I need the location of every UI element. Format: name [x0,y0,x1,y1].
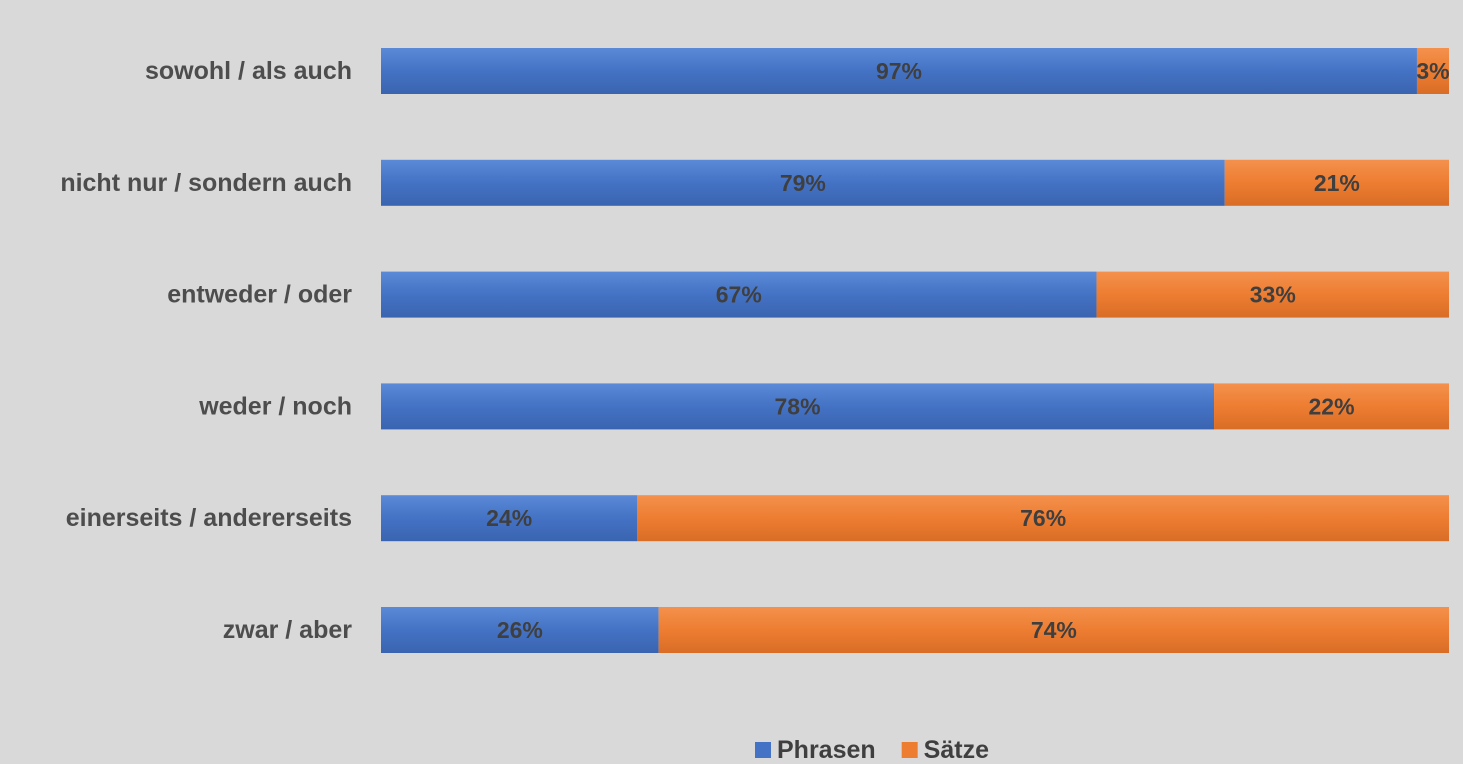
data-label: 22% [1308,393,1354,419]
legend-label: Phrasen [777,736,876,764]
bar-segment-s-tze [658,607,1449,653]
category-label: weder / noch [198,392,352,420]
data-label: 97% [876,58,922,84]
legend-swatch [755,742,771,758]
data-label: 76% [1020,505,1066,531]
bars-area: 97% 3% 79% 21% 67% 33% 78% 22% 24% 76% 26% 74% [381,48,1450,653]
data-label: 3% [1416,58,1449,84]
data-label: 33% [1250,282,1296,308]
bar-segment-s-tze [1214,383,1449,430]
bar-segment-phrasen [381,271,1097,318]
legend-swatch [901,742,918,758]
category-label: entweder / oder [167,281,352,309]
bar-segment-phrasen [381,607,659,653]
data-label: 78% [774,393,820,419]
bar-segment-s-tze [1096,271,1449,318]
bar-segment-phrasen [381,159,1225,206]
bar-segment-s-tze [1224,159,1449,206]
bar-segment-s-tze [637,495,1449,542]
category-label: einerseits / andererseits [66,504,352,532]
category-label: zwar / aber [223,616,352,644]
data-label: 26% [497,617,543,643]
data-label: 24% [486,505,532,531]
data-label: 21% [1314,170,1360,196]
legend: Phrasen Sätze [755,736,989,764]
data-label: 67% [716,282,762,308]
category-axis-labels: sowohl / als auch nicht nur / sondern auc… [60,57,352,644]
category-label: nicht nur / sondern auch [60,169,352,197]
legend-label: Sätze [924,736,989,764]
bar-segment-phrasen [381,383,1215,430]
data-label: 79% [780,170,826,196]
bar-segment-s-tze [1416,48,1449,94]
bar-segment-phrasen [381,495,638,542]
data-label: 74% [1031,617,1077,643]
category-label: sowohl / als auch [145,57,352,85]
bar-segment-phrasen [381,48,1417,94]
